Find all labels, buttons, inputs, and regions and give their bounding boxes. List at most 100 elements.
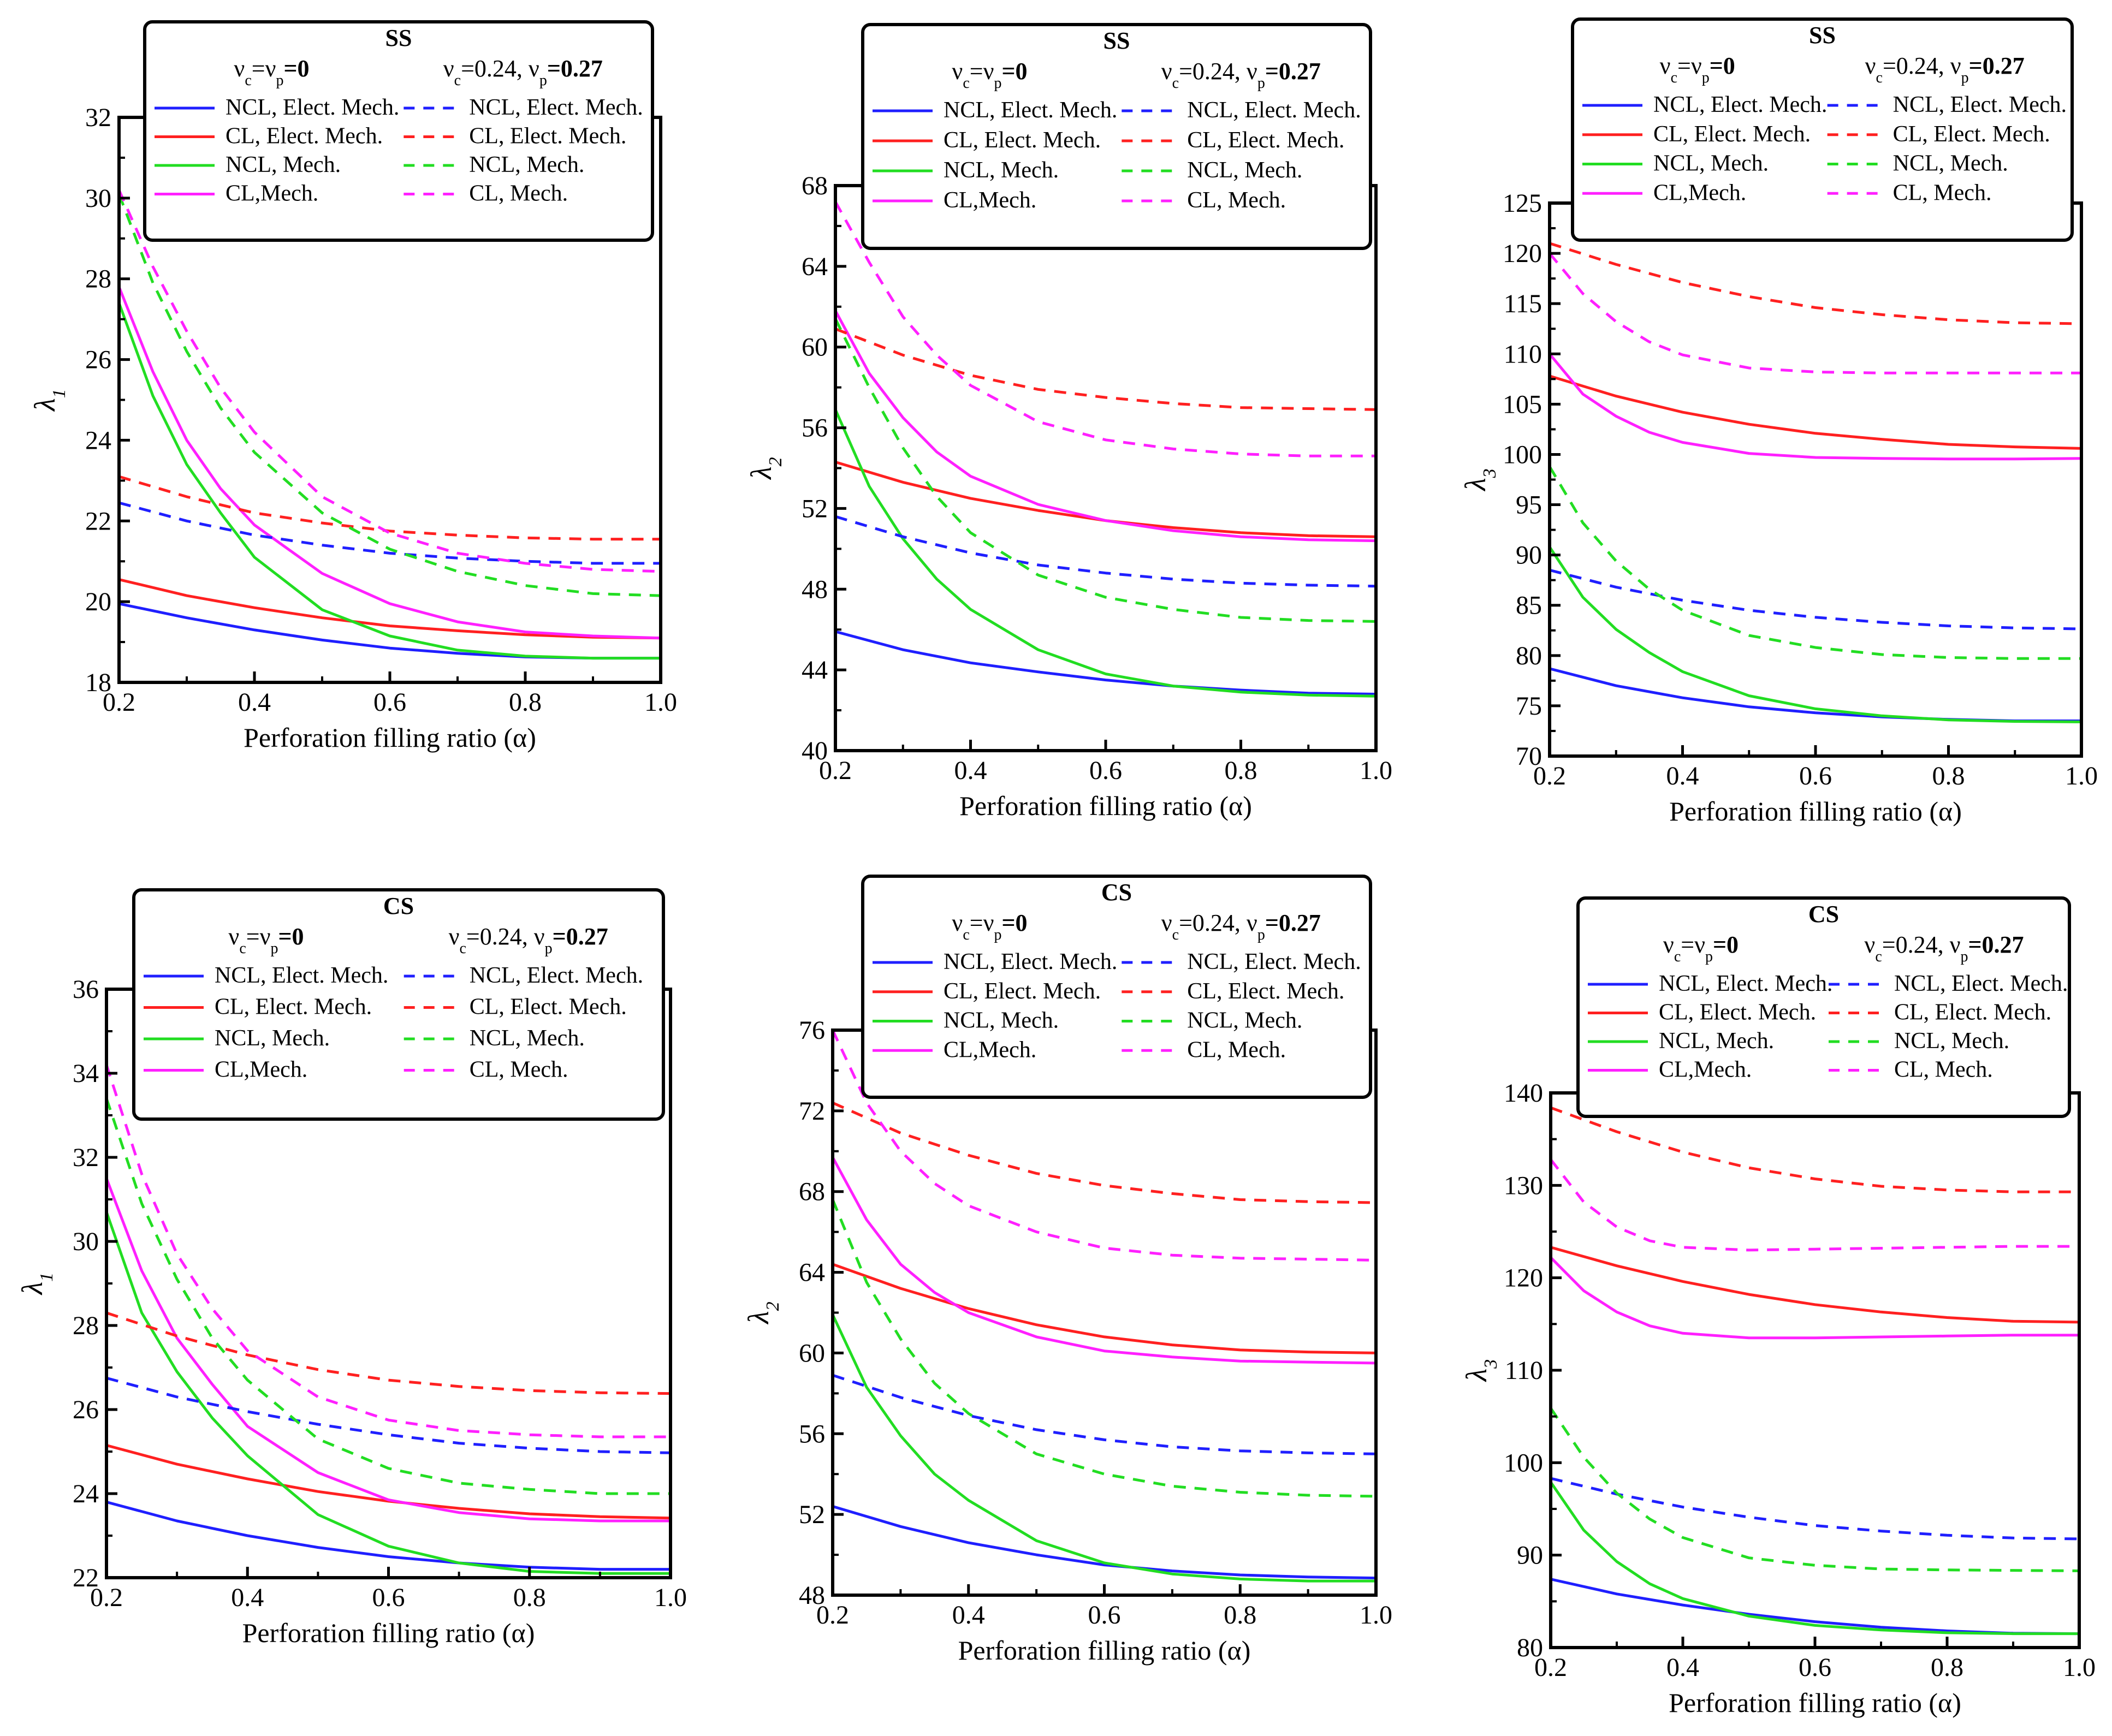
series-line-cl-em-solid [835, 461, 1376, 538]
legend-group-left-nu: ν [952, 909, 963, 936]
x-tick-label: 0.4 [238, 688, 271, 717]
y-tick-label: 34 [73, 1059, 99, 1088]
legend-group-right-nu: ν [1864, 931, 1875, 958]
legend-entry-left: CL, Elect. Mech. [944, 128, 1101, 153]
legend-group-right-val: =0.27 [1265, 909, 1321, 936]
y-tick-label: 70 [1516, 742, 1542, 771]
x-tick-label: 1.0 [2063, 1653, 2096, 1682]
series-line-cl-m-dashed [833, 1030, 1376, 1262]
legend-group-right-sub: c [1876, 69, 1883, 86]
legend-group-left-sub: c [245, 72, 251, 89]
legend-box [861, 23, 1372, 250]
panel-ss-lambda2: 0.2 0.4 0.6 0.8 1.0 40 44 48 52 56 60 64 68 Perforati… [745, 23, 1392, 821]
legend-group-left-val: =0 [1713, 931, 1739, 958]
legend-group-right-val: =0.27 [1969, 52, 2025, 79]
y-tick-label: 26 [73, 1395, 99, 1424]
y-axis-label-subscript: 1 [49, 389, 69, 398]
y-tick-label: 80 [1516, 641, 1542, 670]
series-line-ncl-em-solid [106, 1500, 671, 1571]
legend-group-right: νc=0.24, νp=0.27 [443, 55, 603, 89]
legend-group-right-nu: ν [1161, 909, 1172, 936]
legend-entry-right: CL, Elect. Mech. [1894, 1000, 2051, 1025]
legend-group-right-sub: p [1960, 948, 1968, 965]
legend-entry-right: CL, Elect. Mech. [470, 995, 627, 1020]
legend-title: SS [1809, 22, 1836, 49]
legend-entry-left: CL, Elect. Mech. [215, 995, 372, 1020]
legend-group-left-sub: p [994, 926, 1001, 943]
legend-group-right-eq: =0.24, ν [461, 55, 539, 82]
panel-cs-lambda1: 0.2 0.4 0.6 0.8 1.0 22 24 26 28 30 32 34 36 Perforati… [16, 888, 687, 1648]
series-line-ncl-m-dashed [106, 1098, 671, 1495]
series-line-cl-m-solid [106, 1178, 671, 1523]
y-tick-label: 56 [799, 1419, 825, 1448]
legend-entry-right: CL, Mech. [1894, 1057, 1993, 1083]
series-line-ncl-em-solid [1550, 667, 2081, 722]
series-line-ncl-m-dashed [835, 318, 1376, 623]
y-tick-label: 100 [1503, 440, 1542, 469]
series-line-cl-m-solid [835, 310, 1376, 543]
x-tick-label: 0.8 [1931, 1653, 1963, 1682]
y-tick-label: 105 [1503, 390, 1542, 419]
legend-group-left-eq: =ν [252, 55, 276, 82]
legend-group-left-val: =0 [278, 923, 304, 950]
legend-group-right-nu: ν [443, 55, 454, 82]
legend-box [143, 20, 654, 242]
series-group [1550, 242, 2081, 723]
series-line-ncl-em-dashed [1550, 568, 2081, 631]
legend-entry-left: NCL, Mech. [226, 152, 341, 177]
y-tick-label: 140 [1504, 1079, 1543, 1108]
legend-group-left-sub: p [994, 75, 1001, 92]
legend-group-left-val: =0 [1710, 52, 1735, 79]
y-tick-label: 32 [85, 103, 111, 132]
legend-group-right: νc=0.24, νp=0.27 [449, 923, 608, 957]
series-line-ncl-m-dashed [833, 1199, 1376, 1498]
legend-group-right-sub: p [1961, 69, 1969, 86]
y-tick-label: 30 [85, 184, 111, 213]
y-tick-label: 85 [1516, 591, 1542, 620]
y-tick-label: 30 [73, 1227, 99, 1256]
y-tick-label: 32 [73, 1143, 99, 1172]
legend-group-left: νc=νp=0 [952, 909, 1027, 943]
legend-group-left: νc=νp=0 [228, 923, 304, 957]
legend-group-right: νc=0.24, νp=0.27 [1161, 909, 1321, 943]
legend-entry-left: NCL, Elect. Mech. [1659, 971, 1832, 996]
legend-entry-right: NCL, Elect. Mech. [1893, 92, 2067, 117]
y-tick-label: 100 [1504, 1448, 1543, 1477]
legend-group-left: νc=νp=0 [952, 58, 1027, 92]
series-line-ncl-m-dashed [1550, 466, 2081, 660]
x-axis-label: Perforation filling ratio (α) [1669, 1687, 1961, 1718]
series-line-cl-m-solid [1550, 353, 2081, 461]
series-line-ncl-em-dashed [119, 501, 661, 565]
legend-entry-left: CL,Mech. [1659, 1057, 1752, 1083]
y-tick-label: 115 [1504, 289, 1542, 318]
legend-entry-left: CL, Elect. Mech. [1653, 122, 1811, 147]
plot-frame [1548, 201, 2083, 758]
series-group [835, 201, 1376, 698]
legend-group-left-eq: =ν [246, 923, 271, 950]
legend-group-left-sub: c [963, 926, 969, 943]
series-line-ncl-m-solid [1550, 546, 2081, 723]
y-tick-label: 18 [85, 668, 111, 697]
legend-group-left-nu: ν [952, 58, 963, 85]
plot-frame [831, 1028, 1378, 1597]
legend-entry-left: NCL, Mech. [215, 1026, 330, 1051]
legend-entry-right: NCL, Mech. [1894, 1028, 2009, 1054]
legend-group-right: νc=0.24, νp=0.27 [1864, 931, 2024, 965]
legend-entry-left: CL, Elect. Mech. [226, 124, 383, 149]
panel-ss-lambda3: 0.2 0.4 0.6 0.8 1.0 70 75 80 85 90 95 100 105 110 115 1… [1459, 17, 2098, 827]
legend-group-left-sub: p [276, 72, 283, 89]
x-axis-label: Perforation filling ratio (α) [959, 790, 1252, 821]
legend-box [1571, 17, 2074, 242]
legend-entry-right: NCL, Elect. Mech. [470, 963, 643, 988]
series-group [119, 189, 661, 660]
y-tick-label: 68 [799, 1178, 825, 1206]
y-axis-label-subscript: 2 [763, 1301, 783, 1311]
legend-group-right-sub: c [1172, 926, 1179, 943]
legend-group-left-sub: p [1705, 948, 1713, 965]
legend-entry-left: CL,Mech. [226, 181, 318, 206]
legend-entry-left: NCL, Mech. [944, 1008, 1059, 1033]
y-axis-label: λ3 [1460, 1359, 1501, 1382]
x-tick-label: 1.0 [1360, 756, 1392, 785]
legend-group-left: νc=νp=0 [1660, 52, 1735, 86]
legend-group-left-sub: p [270, 940, 278, 957]
